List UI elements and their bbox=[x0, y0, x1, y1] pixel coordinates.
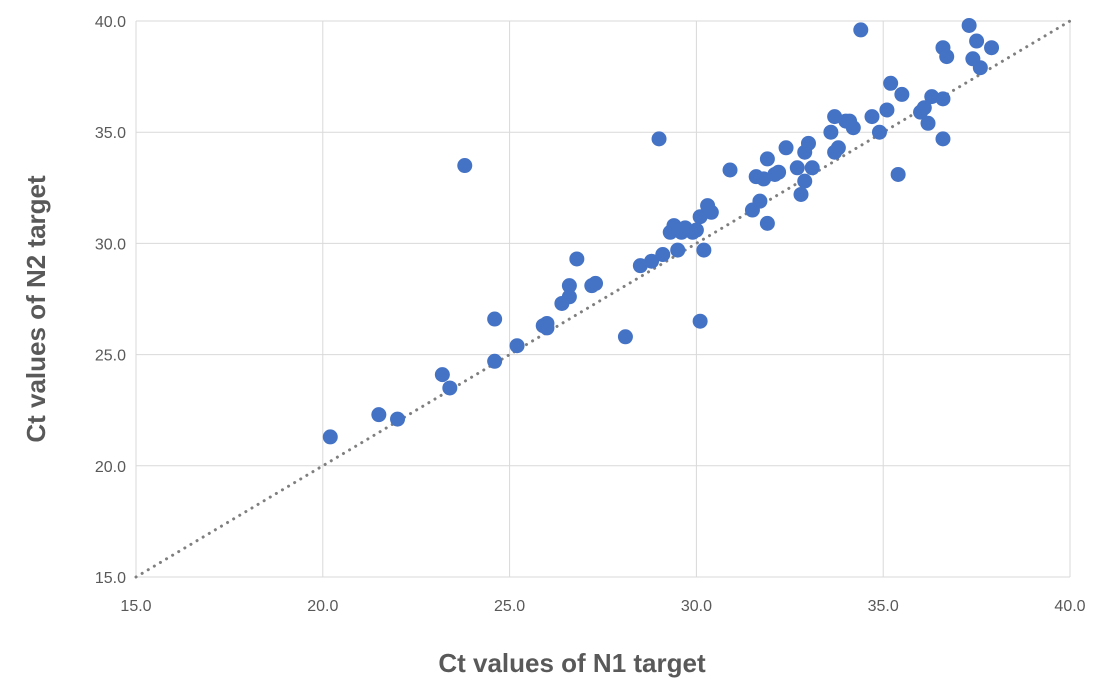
data-point bbox=[800, 135, 816, 151]
data-point bbox=[390, 411, 406, 427]
data-point bbox=[924, 89, 940, 105]
data-point bbox=[879, 102, 895, 118]
data-point bbox=[778, 140, 794, 156]
data-point bbox=[972, 60, 988, 76]
data-point bbox=[752, 193, 768, 209]
data-point bbox=[692, 313, 708, 329]
data-point bbox=[916, 100, 932, 116]
data-point bbox=[823, 124, 839, 140]
data-point bbox=[939, 49, 955, 65]
data-point bbox=[561, 278, 577, 294]
data-points bbox=[322, 17, 1000, 445]
y-axis-title: Ct values of N2 target bbox=[21, 175, 51, 443]
data-point bbox=[509, 338, 525, 354]
y-tick-label: 35.0 bbox=[95, 125, 126, 142]
x-tick-label: 40.0 bbox=[1054, 598, 1085, 615]
gridlines bbox=[135, 20, 1071, 578]
data-point bbox=[722, 162, 738, 178]
data-point bbox=[883, 75, 899, 91]
data-point bbox=[617, 329, 633, 345]
data-point bbox=[771, 164, 787, 180]
x-tick-label: 20.0 bbox=[307, 598, 338, 615]
data-point bbox=[434, 367, 450, 383]
x-tick-labels: 15.0 20.0 25.0 30.0 35.0 40.0 bbox=[120, 598, 1085, 615]
data-point bbox=[890, 166, 906, 182]
y-tick-label: 30.0 bbox=[95, 236, 126, 253]
data-point bbox=[935, 91, 951, 107]
y-tick-labels: 15.0 20.0 25.0 30.0 35.0 40.0 bbox=[95, 14, 126, 587]
data-point bbox=[442, 380, 458, 396]
data-point bbox=[804, 160, 820, 176]
data-point bbox=[984, 40, 1000, 56]
data-point bbox=[920, 115, 936, 131]
data-point bbox=[864, 109, 880, 125]
data-point bbox=[670, 242, 686, 258]
y-tick-label: 20.0 bbox=[95, 459, 126, 476]
x-tick-label: 25.0 bbox=[494, 598, 525, 615]
data-point bbox=[703, 204, 719, 220]
data-point bbox=[696, 242, 712, 258]
y-tick-label: 25.0 bbox=[95, 348, 126, 365]
data-point bbox=[371, 407, 387, 423]
data-point bbox=[969, 33, 985, 49]
data-point bbox=[961, 17, 977, 33]
data-point bbox=[561, 289, 577, 305]
data-point bbox=[322, 429, 338, 445]
data-point bbox=[569, 251, 585, 267]
data-point bbox=[789, 160, 805, 176]
y-tick-label: 15.0 bbox=[95, 570, 126, 587]
data-point bbox=[487, 353, 503, 369]
data-point bbox=[651, 131, 667, 147]
data-point bbox=[688, 222, 704, 238]
data-point bbox=[655, 247, 671, 263]
data-point bbox=[871, 124, 887, 140]
data-point bbox=[588, 275, 604, 291]
data-point bbox=[457, 158, 473, 174]
data-point bbox=[759, 151, 775, 167]
data-point bbox=[759, 215, 775, 231]
data-point bbox=[797, 173, 813, 189]
data-point bbox=[935, 131, 951, 147]
x-axis-title: Ct values of N1 target bbox=[438, 648, 706, 678]
data-point bbox=[793, 186, 809, 202]
data-point bbox=[487, 311, 503, 327]
data-point bbox=[894, 86, 910, 102]
x-tick-label: 15.0 bbox=[120, 598, 151, 615]
data-point bbox=[853, 22, 869, 38]
x-tick-label: 35.0 bbox=[868, 598, 899, 615]
x-tick-label: 30.0 bbox=[681, 598, 712, 615]
data-point bbox=[830, 140, 846, 156]
data-point bbox=[644, 253, 660, 269]
data-point bbox=[539, 315, 555, 331]
y-tick-label: 40.0 bbox=[95, 14, 126, 31]
data-point bbox=[845, 120, 861, 136]
